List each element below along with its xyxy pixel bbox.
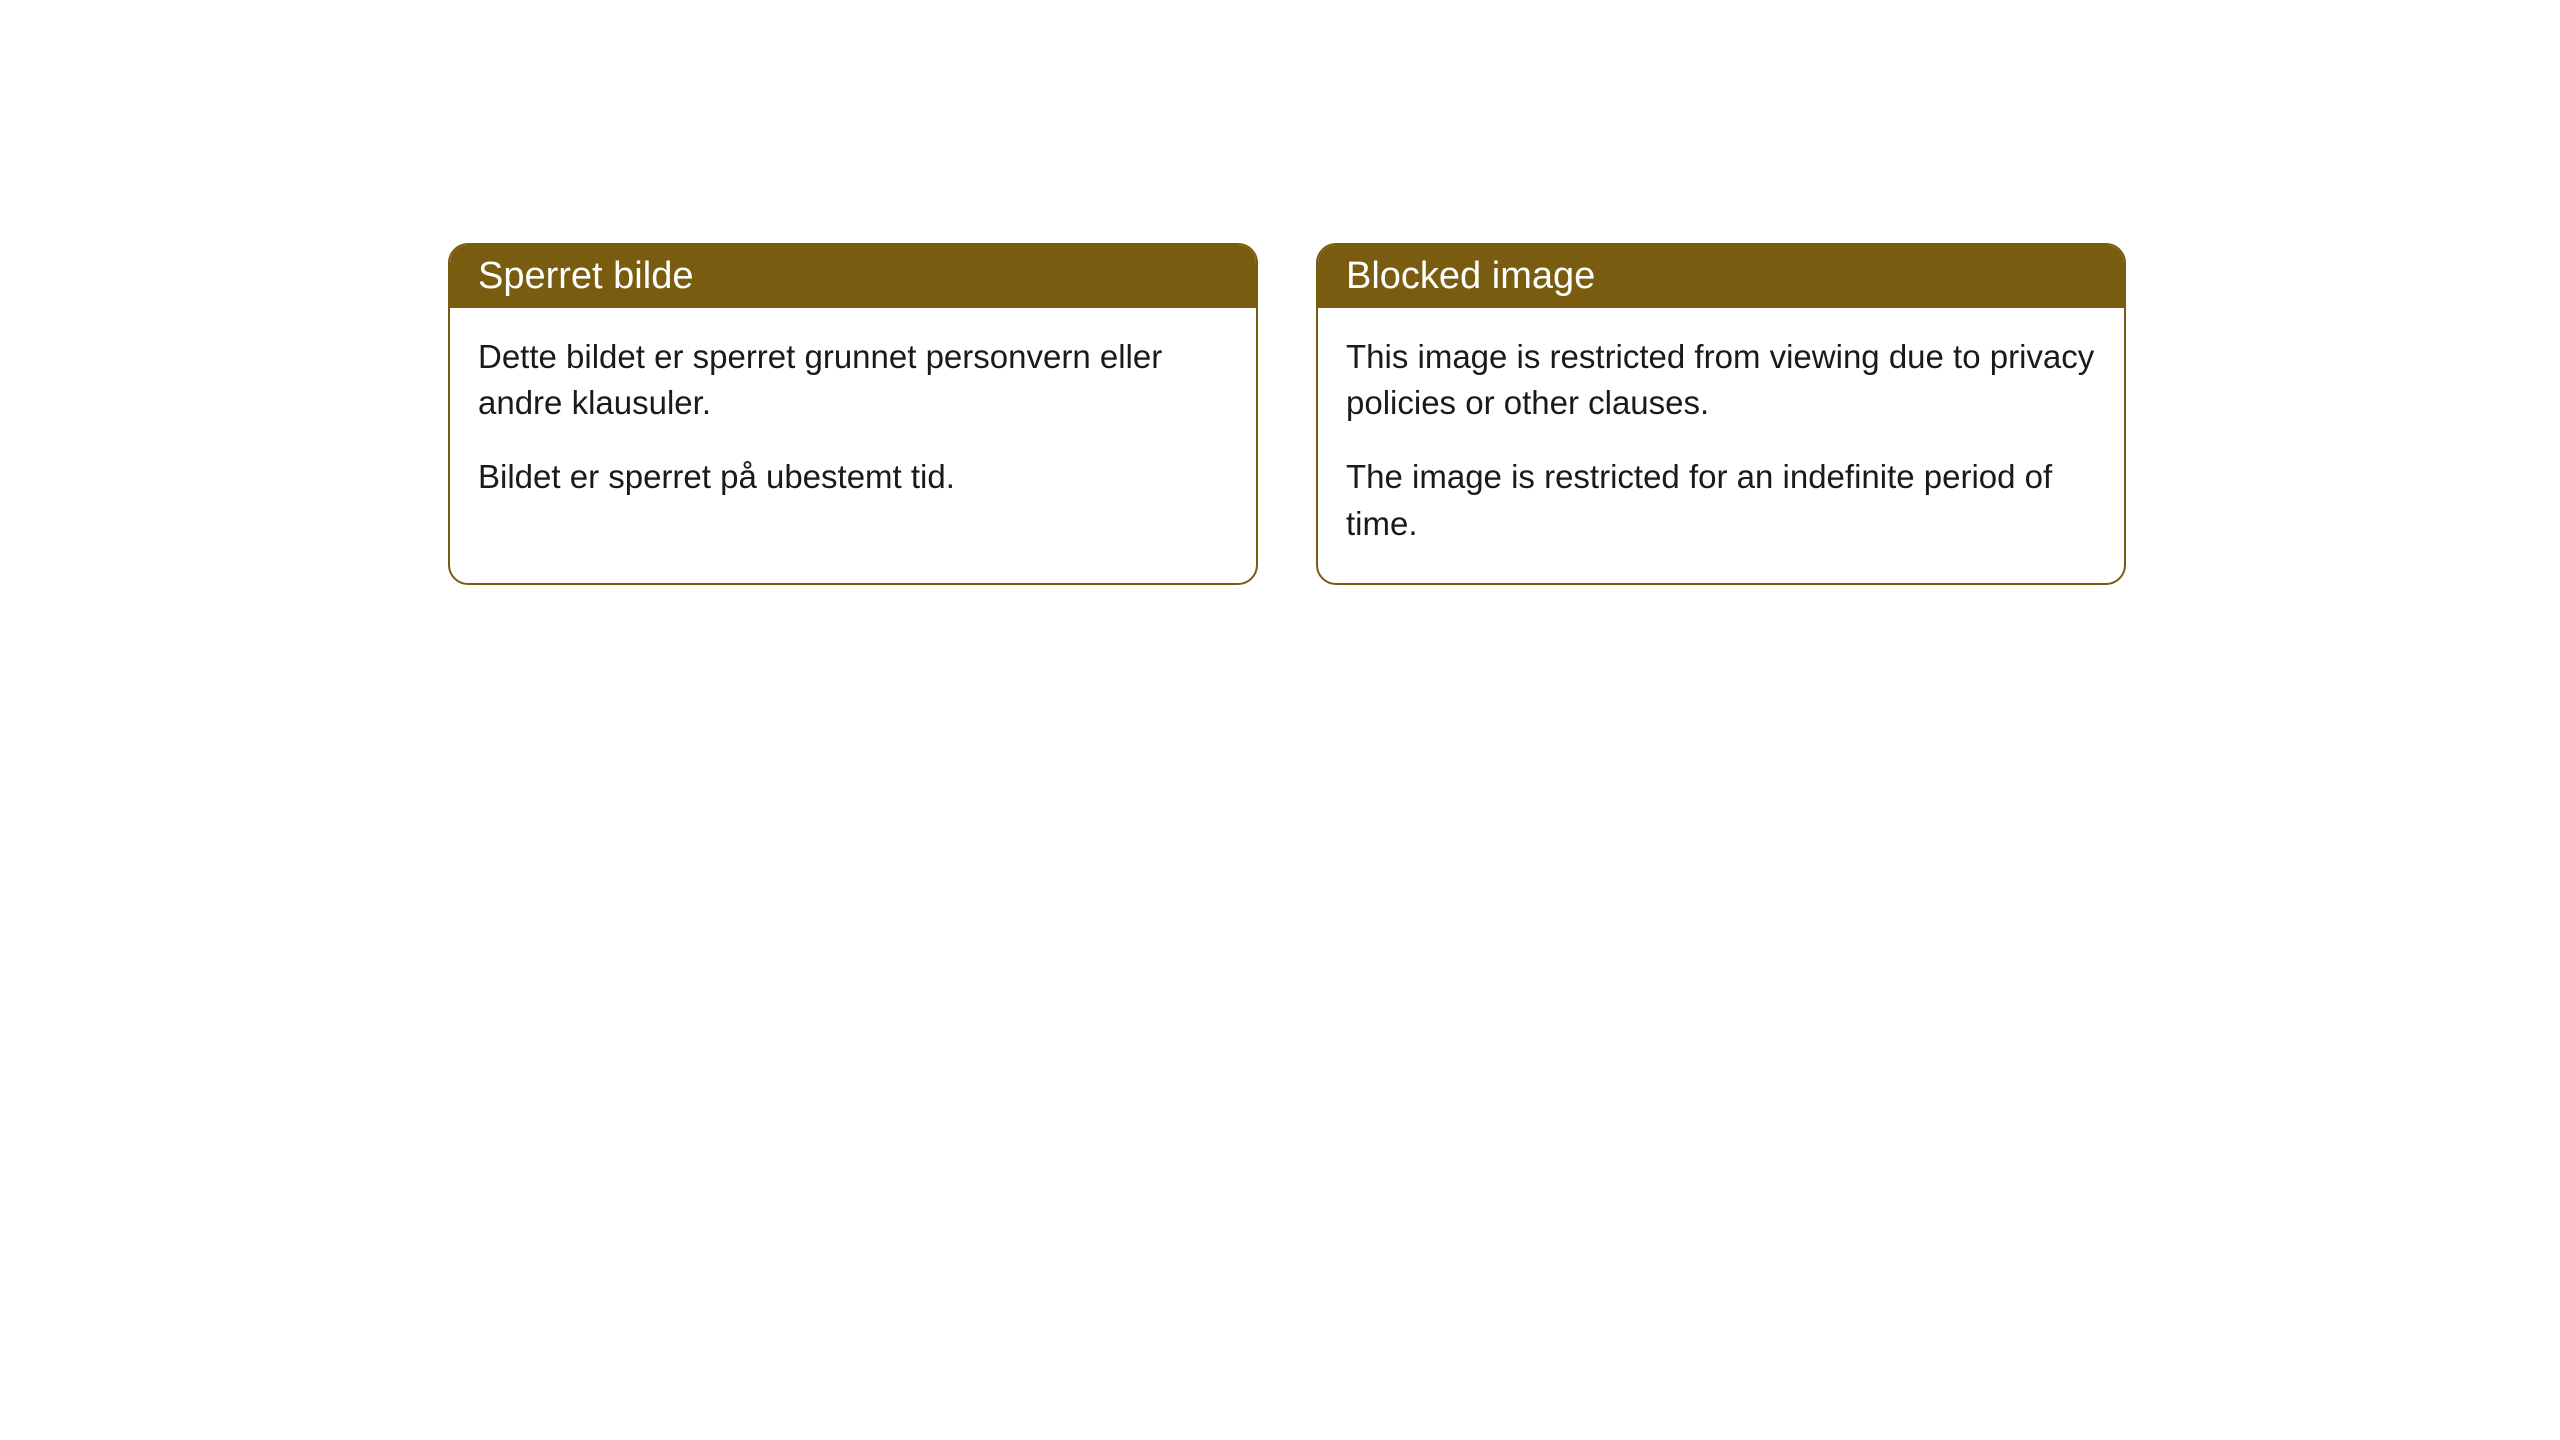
card-paragraph: This image is restricted from viewing du…: [1346, 334, 2096, 426]
card-body: This image is restricted from viewing du…: [1318, 308, 2124, 583]
card-body: Dette bildet er sperret grunnet personve…: [450, 308, 1256, 537]
notice-card-english: Blocked image This image is restricted f…: [1316, 243, 2126, 585]
card-paragraph: Dette bildet er sperret grunnet personve…: [478, 334, 1228, 426]
card-paragraph: Bildet er sperret på ubestemt tid.: [478, 454, 1228, 500]
card-header: Sperret bilde: [450, 245, 1256, 308]
notice-card-norwegian: Sperret bilde Dette bildet er sperret gr…: [448, 243, 1258, 585]
notice-cards-container: Sperret bilde Dette bildet er sperret gr…: [0, 0, 2560, 585]
card-header: Blocked image: [1318, 245, 2124, 308]
card-paragraph: The image is restricted for an indefinit…: [1346, 454, 2096, 546]
